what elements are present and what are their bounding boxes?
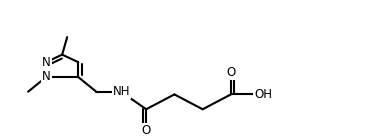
Text: O: O [142, 124, 151, 137]
Text: N: N [42, 70, 51, 83]
Text: N: N [42, 56, 51, 69]
Text: OH: OH [254, 88, 272, 101]
Text: O: O [226, 66, 236, 79]
Text: NH: NH [112, 85, 130, 98]
